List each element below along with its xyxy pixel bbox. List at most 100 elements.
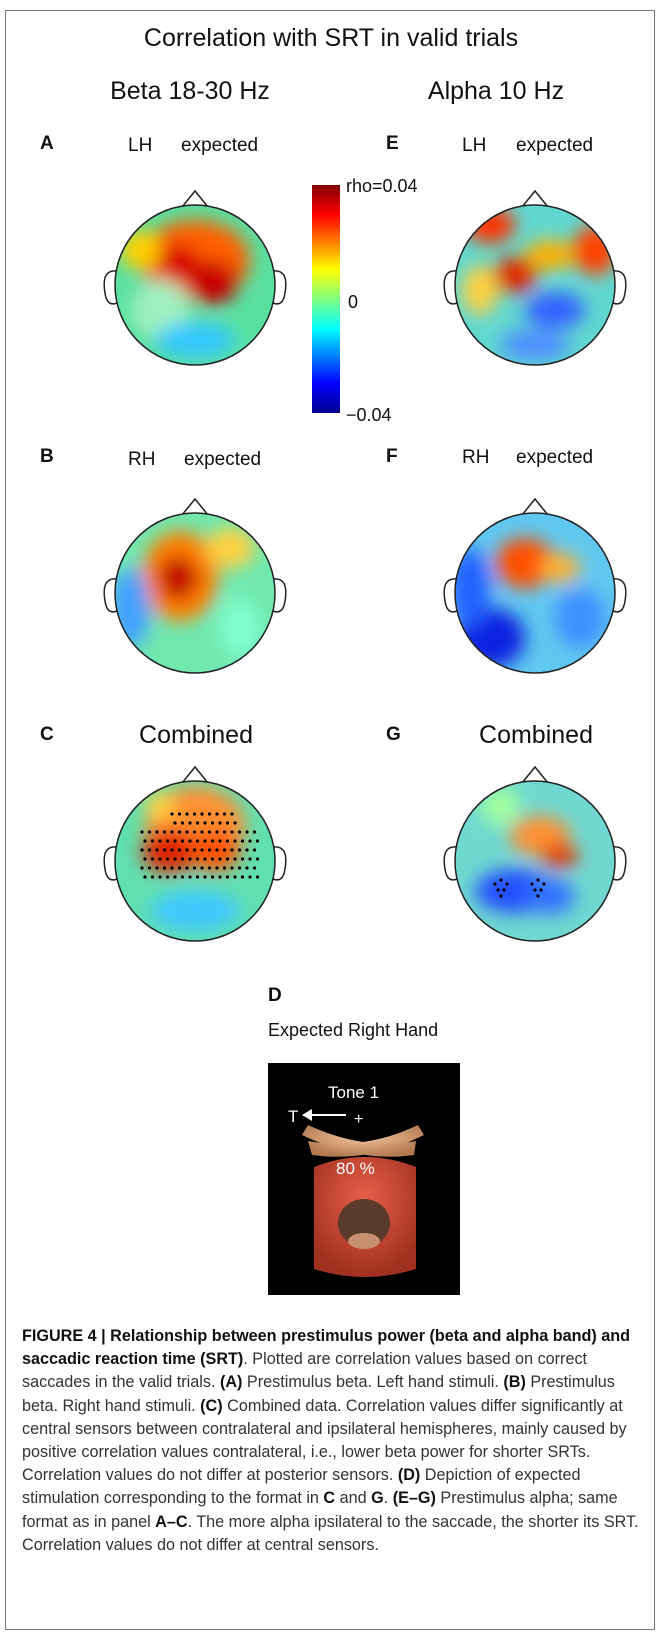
sensor-dot	[233, 857, 237, 861]
nose-icon	[181, 765, 209, 784]
sensor-dot	[240, 875, 245, 879]
left-ear-icon	[103, 846, 118, 881]
panel-a-condition: expected	[181, 135, 259, 156]
sensor-dot	[203, 857, 207, 861]
sensor-dot	[233, 821, 237, 825]
sensor-dot	[496, 888, 500, 892]
sensor-dot	[237, 866, 242, 870]
sensor-dot	[222, 812, 227, 816]
activity-blob	[495, 538, 555, 588]
sensor-dot	[233, 875, 237, 879]
nose-icon	[181, 497, 209, 516]
tone-label: Tone 1	[328, 1083, 380, 1102]
sensor-dot	[165, 839, 170, 843]
sensor-dot	[180, 857, 185, 861]
sensor-dot	[203, 821, 207, 825]
panel-e-condition: expected	[516, 135, 594, 156]
topomap-beta-combined	[103, 765, 287, 942]
sensor-dot	[207, 848, 212, 852]
sensor-dot	[177, 866, 182, 870]
sensor-dot	[225, 875, 230, 879]
sensor-dot	[215, 848, 219, 852]
sensor-dot	[158, 875, 162, 879]
sensor-dot	[162, 848, 167, 852]
sensor-dot	[195, 821, 200, 825]
left-ear-icon	[443, 578, 458, 613]
sensor-dot	[173, 857, 177, 861]
sensor-dot	[240, 839, 245, 843]
activity-blob	[145, 791, 175, 821]
activity-blob	[500, 329, 570, 361]
sensor-dot	[252, 830, 257, 834]
panel-e-hand: LH	[462, 135, 487, 156]
scalp-outline	[454, 204, 616, 366]
nose-icon	[181, 189, 209, 208]
sensor-dot	[192, 812, 197, 816]
percent-label: 80 %	[336, 1159, 375, 1178]
panel-f-letter: F	[386, 446, 398, 467]
sensor-dot	[143, 875, 147, 879]
activity-blob	[158, 556, 198, 600]
right-ear-icon	[272, 846, 287, 881]
sensor-dot	[195, 839, 200, 843]
sensor-dot	[502, 888, 506, 892]
scalp-background	[455, 781, 615, 941]
sensor-dot	[218, 821, 222, 825]
sensor-dot	[200, 848, 204, 852]
sensor-dot	[147, 848, 152, 852]
scalp-outline	[114, 780, 276, 942]
beta-column-title: Beta 18-30 Hz	[110, 77, 270, 105]
head	[338, 1199, 390, 1247]
sensor-dot	[248, 875, 252, 879]
sensor-dot	[188, 875, 192, 879]
sensor-dot	[200, 830, 204, 834]
sensor-dot	[173, 821, 177, 825]
sensor-dot	[165, 857, 170, 861]
sensor-dot	[188, 857, 192, 861]
sensor-dot	[170, 830, 174, 834]
caption-heading: FIGURE 4 | Relationship between prestimu…	[22, 1327, 631, 1369]
sensor-dot	[170, 848, 174, 852]
caption-text: Prestimulus beta. Right hand stimuli.	[22, 1373, 615, 1415]
activity-blob	[480, 786, 520, 826]
activity-blob	[462, 265, 498, 315]
topomap-alpha-lh	[443, 189, 627, 366]
caption-ref: (C)	[200, 1396, 223, 1415]
sensor-dot	[165, 875, 170, 879]
panel-a-hand: LH	[128, 135, 153, 156]
panel-a-letter: A	[40, 133, 54, 154]
activity-blob	[525, 878, 575, 914]
topomap-beta-lh	[103, 189, 287, 366]
panel-d-letter: D	[268, 985, 282, 1006]
sensor-dot	[185, 848, 189, 852]
topomap-beta-rh	[103, 497, 287, 674]
figure-frame	[5, 10, 655, 1630]
nose-icon	[521, 189, 549, 208]
sensor-dot	[225, 839, 230, 843]
right-ear-icon	[612, 578, 627, 613]
sensor-dot	[210, 875, 215, 879]
sensor-dot	[222, 866, 227, 870]
sensor-dot	[539, 888, 543, 892]
caption-ref: A–C	[155, 1512, 188, 1531]
sensor-dot	[218, 839, 222, 843]
sensor-dot	[245, 830, 249, 834]
left-ear-icon	[103, 578, 118, 613]
panel-f-condition: expected	[516, 447, 594, 468]
sensor-dot	[200, 866, 204, 870]
left-ear-icon	[443, 270, 458, 305]
caption-ref: C	[323, 1489, 336, 1508]
panel-g-label: Combined	[479, 721, 593, 749]
sensor-dot	[147, 866, 152, 870]
sensor-dot	[170, 866, 174, 870]
sensor-dot	[140, 866, 144, 870]
scalp-outline	[114, 512, 276, 674]
sensor-dot	[533, 888, 537, 892]
activity-blob	[525, 240, 575, 270]
colorbar-min-label: −0.04	[346, 405, 392, 425]
panel-b-hand: RH	[128, 449, 156, 470]
sensor-dot	[140, 830, 144, 834]
colorbar-mid-label: 0	[348, 292, 359, 312]
sensor-dot	[237, 830, 242, 834]
panel-c-letter: C	[40, 724, 54, 745]
